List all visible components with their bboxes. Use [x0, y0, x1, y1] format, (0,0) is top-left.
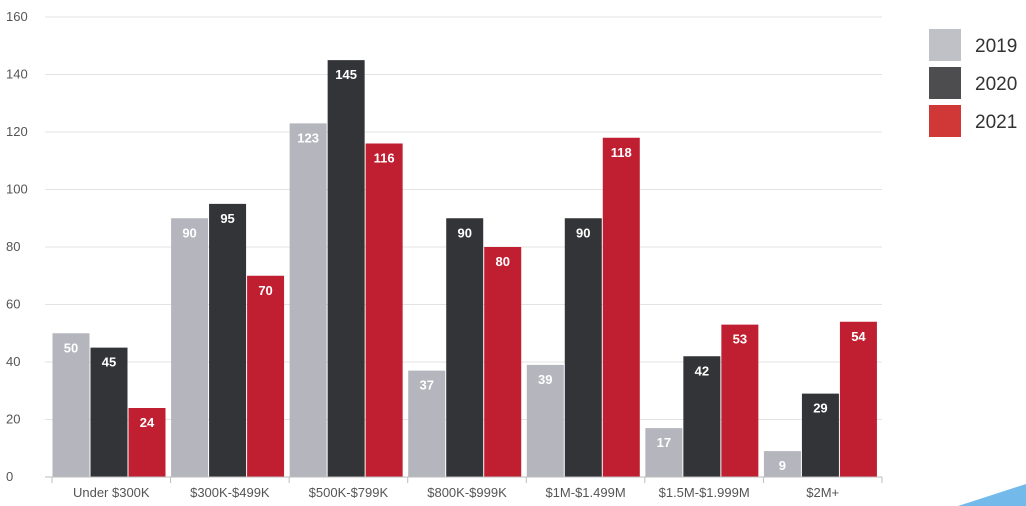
data-label: 17 [657, 435, 671, 450]
bar-2021-4 [602, 137, 640, 477]
legend: 2019 2020 2021 [929, 29, 1017, 137]
x-tick-label: $800K-$999K [427, 485, 507, 500]
bar-2020-4 [564, 218, 602, 477]
bar-2020-6 [801, 393, 839, 477]
y-tick-label: 140 [6, 67, 28, 82]
y-tick-label: 120 [6, 124, 28, 139]
legend-label: 2019 [975, 36, 1017, 57]
data-label: 39 [538, 372, 552, 387]
data-label: 80 [495, 254, 509, 269]
y-tick-label: 20 [6, 412, 20, 427]
bars: 50 45 24 90 95 70 123 145 116 37 90 80 39 90 118 17 42 53… [52, 60, 877, 477]
bar-2019-6 [763, 451, 801, 477]
data-label: 42 [695, 363, 709, 378]
data-label: 29 [813, 401, 827, 416]
bar-2020-5 [683, 356, 721, 477]
bar-2021-3 [484, 247, 522, 477]
bar-2020-2 [327, 60, 365, 477]
bar-2019-2 [289, 123, 327, 477]
bar-2019-5 [645, 428, 683, 477]
x-tick-label: $300K-$499K [190, 485, 270, 500]
bar-2021-2 [365, 143, 403, 477]
data-label: 95 [220, 211, 234, 226]
x-tick-label: $1.5M-$1.999M [659, 485, 750, 500]
data-label: 53 [733, 332, 747, 347]
legend-swatch-2021 [929, 105, 961, 137]
y-tick-label: 160 [6, 9, 28, 24]
bar-2019-1 [171, 218, 209, 477]
x-tick-label: $2M+ [806, 485, 839, 500]
bar-2021-5 [721, 324, 759, 477]
data-label: 45 [102, 355, 116, 370]
data-label: 37 [419, 378, 433, 393]
bar-2020-1 [209, 203, 247, 477]
corner-decoration [958, 484, 1026, 506]
y-tick-label: 100 [6, 182, 28, 197]
bar-2020-0 [90, 347, 128, 477]
bar-2020-3 [446, 218, 484, 477]
y-tick-label: 80 [6, 239, 20, 254]
data-label: 145 [335, 67, 357, 82]
bar-2019-0 [52, 333, 90, 477]
bar-2021-0 [128, 408, 166, 477]
data-label: 90 [457, 225, 471, 240]
data-label: 54 [851, 329, 866, 344]
data-label: 123 [297, 130, 319, 145]
data-label: 70 [258, 283, 272, 298]
x-tick-label: $1M-$1.499M [545, 485, 625, 500]
y-tick-label: 0 [6, 469, 13, 484]
x-tick-label: Under $300K [73, 485, 150, 500]
legend-swatch-2020 [929, 67, 961, 99]
y-tick-label: 40 [6, 354, 20, 369]
data-label: 116 [374, 151, 395, 166]
y-tick-label: 60 [6, 297, 20, 312]
bar-2019-3 [408, 370, 446, 477]
x-tick-label: $500K-$799K [309, 485, 389, 500]
data-label: 118 [611, 145, 632, 160]
bar-2019-4 [526, 364, 564, 477]
x-axis: Under $300K $300K-$499K $500K-$799K $800K-$… [45, 476, 883, 500]
bar-2021-6 [839, 321, 877, 477]
y-axis: 0 20 40 60 80 100 120 140 160 [6, 9, 28, 484]
data-label: 90 [182, 225, 196, 240]
legend-label: 2021 [975, 112, 1017, 133]
data-label: 24 [140, 415, 155, 430]
data-label: 9 [779, 458, 786, 473]
legend-swatch-2019 [929, 29, 961, 61]
data-label: 90 [576, 225, 590, 240]
legend-label: 2020 [975, 74, 1017, 95]
data-label: 50 [64, 340, 78, 355]
bar-2021-1 [247, 275, 285, 477]
